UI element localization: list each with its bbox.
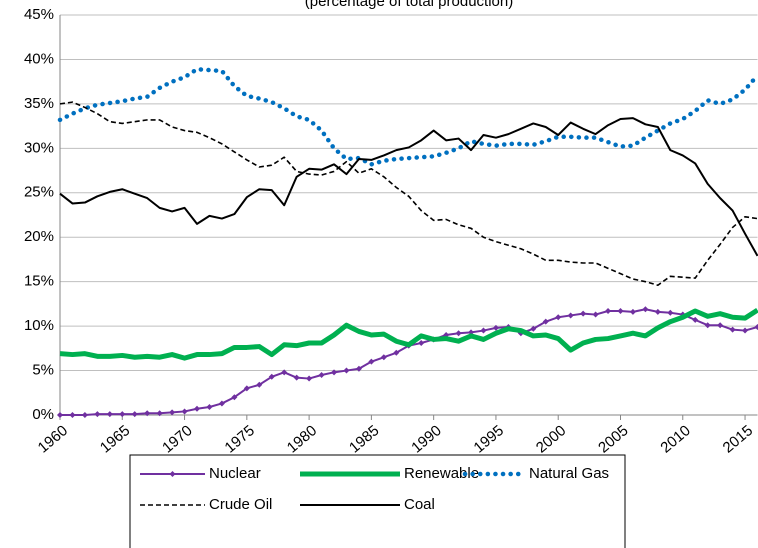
y-tick-label: 0% [32,406,54,423]
point-marker [156,410,163,417]
x-tick-label: 2005 [595,422,631,456]
point-marker [293,374,300,381]
x-tick-label: 1975 [221,422,257,456]
point-marker [418,340,425,346]
point-marker [704,322,711,329]
point-marker [692,316,699,323]
y-tick-label: 40% [24,50,54,67]
point-marker [567,312,574,319]
legend-label: Nuclear [209,465,261,482]
point-marker [742,327,749,334]
point-marker [580,310,587,317]
legend-label: Natural Gas [529,465,609,482]
point-marker [480,327,487,334]
point-marker [605,308,612,314]
series-line [60,308,758,416]
point-marker [94,411,101,418]
y-tick-label: 20% [24,228,54,245]
legend-label: Crude Oil [209,496,272,513]
point-marker [119,411,126,418]
point-marker [380,354,387,361]
series-line [59,308,758,361]
point-marker [455,330,462,337]
series-line [59,101,758,287]
x-tick-label: 1980 [284,422,320,456]
point-marker [81,412,88,418]
point-marker [243,385,250,392]
y-tick-label: 5% [32,362,54,379]
point-marker [194,405,201,412]
x-tick-label: 1985 [346,422,382,456]
point-marker [368,358,375,365]
point-marker [169,409,176,416]
point-marker [181,408,188,415]
legend-box [129,454,626,548]
x-tick-label: 1990 [408,422,444,456]
point-marker [617,308,624,314]
legend-label: Renewable [404,465,479,482]
y-tick-label: 30% [24,139,54,156]
x-tick-label: 2000 [533,422,569,456]
point-marker [218,400,225,407]
point-marker [717,322,724,329]
point-marker [318,372,325,378]
point-marker [231,394,238,401]
x-tick-label: 1960 [35,422,71,456]
legend-label: Coal [404,496,435,513]
y-tick-label: 15% [24,273,54,290]
y-tick-label: 10% [24,317,54,334]
point-marker [57,412,63,418]
point-marker [592,311,599,318]
x-tick-label: 2010 [657,422,693,456]
legend-marker [169,471,176,477]
point-marker [492,324,499,331]
point-marker [331,369,338,376]
y-tick-label: 45% [24,6,54,23]
point-marker [306,375,313,382]
x-tick-label: 2015 [720,422,756,456]
point-marker [343,367,350,374]
point-marker [131,411,138,418]
point-marker [542,318,549,325]
point-marker [144,410,151,417]
point-marker [654,308,661,315]
point-marker [206,404,213,410]
x-tick-label: 1970 [159,422,195,456]
point-marker [281,369,288,376]
series-line [59,117,758,257]
point-marker [667,309,674,316]
point-marker [642,306,649,313]
point-marker [555,314,562,321]
point-marker [106,411,113,418]
y-tick-label: 35% [24,95,54,112]
point-marker [754,324,758,330]
point-marker [69,412,76,418]
point-marker [256,381,263,388]
point-marker [268,373,275,380]
chart-subtitle: (percentage of total production) [305,0,513,10]
point-marker [629,308,636,315]
x-tick-label: 1995 [471,422,507,456]
point-marker [729,326,736,333]
point-marker [393,349,400,356]
y-tick-label: 25% [24,184,54,201]
x-tick-label: 1965 [97,422,133,456]
point-marker [530,325,537,332]
point-marker [355,365,362,372]
series-line [57,66,758,167]
